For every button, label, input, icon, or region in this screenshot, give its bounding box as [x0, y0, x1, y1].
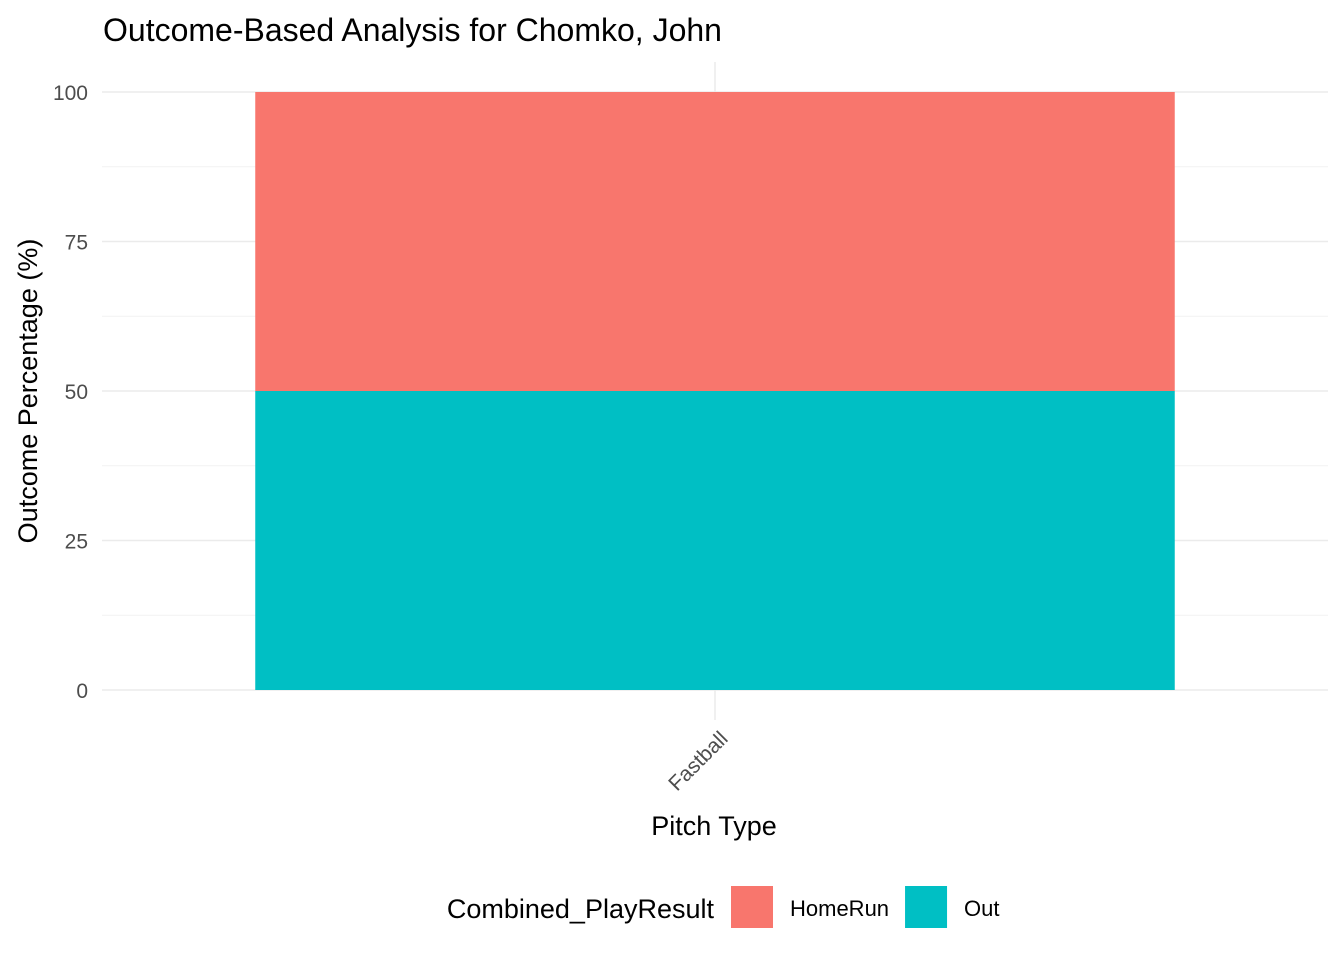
bars [255, 92, 1175, 690]
y-axis-ticks: 0 25 50 75 100 [53, 82, 88, 703]
legend-items: HomeRun Out [731, 886, 1000, 928]
legend-swatch [905, 886, 948, 928]
y-tick-label: 25 [65, 531, 88, 554]
legend-label: HomeRun [790, 896, 889, 921]
legend-swatch [731, 886, 773, 928]
bar-segment-out [255, 391, 1175, 690]
legend-label: Out [964, 896, 999, 921]
y-tick-label: 75 [65, 232, 88, 255]
y-tick-label: 100 [53, 82, 88, 105]
bar-segment-homerun [255, 92, 1175, 391]
chart-title: Outcome-Based Analysis for Chomko, John [103, 12, 722, 48]
y-axis-title: Outcome Percentage (%) [13, 239, 43, 544]
legend-item-homerun: HomeRun [731, 886, 889, 928]
x-axis-title: Pitch Type [651, 811, 777, 841]
y-tick-label: 0 [76, 680, 88, 703]
y-tick-label: 50 [65, 381, 88, 404]
x-tick-label: Fastball [664, 727, 732, 795]
legend: Combined_PlayResult HomeRun Out [447, 886, 1000, 928]
legend-item-out: Out [905, 886, 1000, 928]
legend-title: Combined_PlayResult [447, 894, 715, 924]
x-axis-ticks: Fastball [664, 727, 732, 795]
